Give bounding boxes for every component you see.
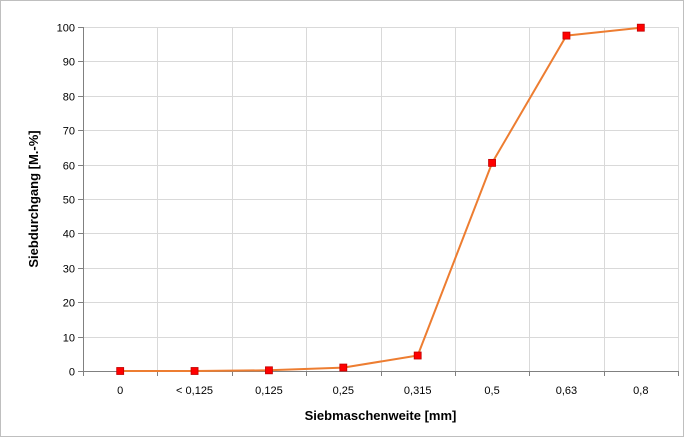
data-point-marker — [117, 368, 124, 375]
y-tick-label: 90 — [63, 57, 75, 69]
x-tick-label: 0,125 — [255, 385, 283, 397]
data-point-marker — [563, 32, 570, 39]
y-tick-label: 60 — [63, 161, 75, 173]
data-point-marker — [637, 24, 644, 31]
data-point-marker — [414, 352, 421, 359]
x-tick-label: < 0,125 — [176, 385, 213, 397]
y-tick-label: 0 — [69, 367, 75, 379]
data-point-marker — [265, 367, 272, 374]
data-point-marker — [340, 364, 347, 371]
y-tick-label: 30 — [63, 264, 75, 276]
y-tick-label: 50 — [63, 195, 75, 207]
data-point-marker — [489, 159, 496, 166]
x-tick-label: 0,8 — [633, 385, 648, 397]
x-tick-label: 0,63 — [556, 385, 577, 397]
y-tick-label: 20 — [63, 298, 75, 310]
data-point-marker — [191, 368, 198, 375]
y-tick-label: 70 — [63, 126, 75, 138]
y-tick-label: 40 — [63, 229, 75, 241]
y-tick-label: 10 — [63, 333, 75, 345]
y-tick-label: 100 — [57, 23, 75, 35]
x-tick-label: 0 — [117, 385, 123, 397]
x-tick-label: 0,5 — [484, 385, 499, 397]
y-axis-title: Siebdurchgang [M.-%] — [26, 130, 41, 267]
y-tick-label: 80 — [63, 92, 75, 104]
x-tick-label: 0,315 — [404, 385, 432, 397]
x-tick-label: 0,25 — [333, 385, 354, 397]
x-axis-title: Siebmaschenweite [mm] — [305, 408, 457, 423]
